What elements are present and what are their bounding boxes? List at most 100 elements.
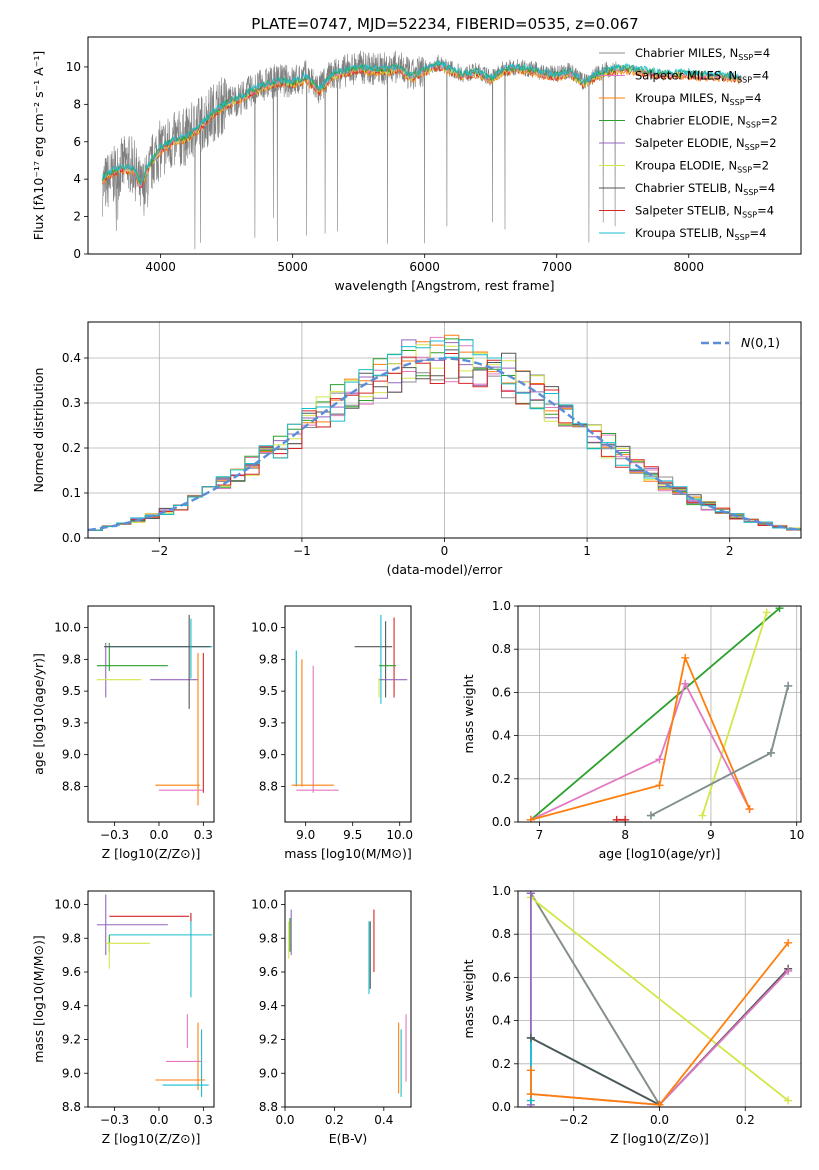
plot-area bbox=[288, 909, 407, 1097]
panel-spectrum: 4000 5000 6000 7000 8000 0 2 4 6 8 10 wavelength [A… bbox=[31, 36, 802, 293]
y-tick-label: 9.3 bbox=[259, 716, 278, 730]
x-tick-label: 5000 bbox=[277, 260, 308, 274]
axes-frame bbox=[517, 605, 802, 823]
weight-point-marker bbox=[745, 805, 754, 814]
x-tick-label: 9.5 bbox=[343, 828, 362, 842]
panel-weight-vs-age: 7 8 9 10 0.0 0.2 0.4 0.6 0.8 1.0 age [log10(age/yr… bbox=[461, 599, 804, 861]
y-tick-label: 9.0 bbox=[62, 748, 81, 762]
x-tick-label: 7000 bbox=[541, 260, 572, 274]
y-axis-label: mass [log10(M/M⊙)] bbox=[31, 935, 46, 1063]
y-tick-label: 0.8 bbox=[492, 927, 511, 941]
y-tick-label: 8.8 bbox=[62, 1100, 81, 1114]
y-tick-label: 6 bbox=[73, 135, 81, 149]
y-tick-label: 0.0 bbox=[492, 1100, 511, 1114]
plot-area bbox=[102, 50, 742, 250]
y-tick-label: 9.0 bbox=[259, 748, 278, 762]
legend-entry: Kroupa ELODIE, NSSP=2 bbox=[635, 159, 769, 175]
weight-point-marker bbox=[766, 748, 775, 757]
y-tick-label: 0.0 bbox=[62, 531, 81, 545]
weight-point-marker bbox=[681, 679, 690, 688]
x-axis-label: wavelength [Angstrom, rest frame] bbox=[334, 278, 554, 293]
y-tick-label: 0.6 bbox=[492, 970, 511, 984]
x-tick-label: 10 bbox=[789, 828, 804, 842]
weight-point-marker bbox=[655, 1100, 664, 1107]
axes-frame bbox=[517, 890, 802, 1108]
y-tick-label: 9.4 bbox=[62, 999, 81, 1013]
y-tick-label: 10.0 bbox=[251, 898, 278, 912]
y-axis-label: mass weight bbox=[461, 674, 476, 753]
x-tick-label: 8 bbox=[621, 828, 629, 842]
x-axis-label: Z [log10(Z/Z⊙)] bbox=[102, 1131, 201, 1146]
y-tick-label: 0.4 bbox=[62, 351, 81, 365]
x-tick-label: 0.2 bbox=[325, 1113, 344, 1127]
x-tick-label: −1 bbox=[293, 544, 311, 558]
legend-entry: Kroupa MILES, NSSP=4 bbox=[635, 91, 761, 107]
y-tick-label: 9.3 bbox=[62, 716, 81, 730]
panel-mass-vs-Z: −0.3 0.0 0.3 8.8 9.0 9.2 9.4 9.6 9.8 10.0 Z [log10… bbox=[31, 890, 215, 1146]
normal-reference-curve bbox=[88, 357, 801, 532]
x-tick-label: 0.4 bbox=[374, 1113, 393, 1127]
weight-point-marker bbox=[655, 755, 664, 764]
y-tick-label: 0.1 bbox=[62, 486, 81, 500]
y-tick-label: 0.4 bbox=[492, 1014, 511, 1028]
x-tick-label: 0.2 bbox=[736, 1113, 755, 1127]
y-tick-label: 8.8 bbox=[62, 779, 81, 793]
x-axis-label: Z [log10(Z/Z⊙)] bbox=[102, 846, 201, 861]
panel-mass-vs-ebv: 0.0 0.2 0.4 8.8 9.0 9.2 9.4 9.6 9.8 10.0 E(B-V) bbox=[251, 890, 412, 1146]
weight-point-marker bbox=[784, 681, 793, 690]
y-tick-label: 0.2 bbox=[492, 772, 511, 786]
weight-series-line bbox=[701, 612, 768, 816]
panel-age-vs-Z: −0.3 0.0 0.3 8.8 9.0 9.3 9.5 9.8 10.0 Z [log10(Z/… bbox=[31, 605, 215, 861]
y-axis-label: mass weight bbox=[461, 959, 476, 1038]
legend-entry: Chabrier ELODIE, NSSP=2 bbox=[635, 114, 778, 130]
y-tick-label: 10.0 bbox=[251, 621, 278, 635]
x-tick-label: 10.0 bbox=[386, 828, 413, 842]
model-spectrum-line bbox=[102, 60, 742, 186]
y-tick-label: 9.8 bbox=[259, 652, 278, 666]
axes-frame bbox=[87, 321, 802, 539]
x-tick-label: 0.3 bbox=[194, 828, 213, 842]
weight-series-line bbox=[530, 607, 781, 821]
data-spectrum-line bbox=[102, 50, 617, 250]
y-tick-label: 1.0 bbox=[492, 884, 511, 898]
y-tick-label: 8.8 bbox=[259, 1100, 278, 1114]
legend-entry: Kroupa STELIB, NSSP=4 bbox=[635, 226, 766, 242]
y-tick-label: 9.8 bbox=[62, 652, 81, 666]
x-axis-label: mass [log10(M/M⊙)] bbox=[284, 846, 412, 861]
y-tick-label: 2 bbox=[73, 210, 81, 224]
axes-frame bbox=[87, 605, 215, 823]
x-axis-label: (data-model)/error bbox=[387, 562, 504, 577]
panel-weight-vs-Z: −0.2 0.0 0.2 0.0 0.2 0.4 0.6 0.8 1.0 Z [log10(Z/Z… bbox=[461, 884, 802, 1146]
weight-point-marker bbox=[762, 608, 771, 617]
legend-entry: Salpeter MILES, NSSP=4 bbox=[635, 69, 769, 85]
y-axis-label: Normed distribution bbox=[31, 368, 46, 493]
axes-frame bbox=[284, 605, 412, 823]
legend-entry: Chabrier MILES, NSSP=4 bbox=[635, 46, 770, 62]
x-tick-label: 0 bbox=[441, 544, 449, 558]
x-tick-label: 0.0 bbox=[650, 1113, 669, 1127]
y-tick-label: 0.2 bbox=[62, 441, 81, 455]
weight-point-marker bbox=[526, 1090, 535, 1099]
weight-point-marker bbox=[526, 1066, 535, 1075]
x-tick-label: 0.0 bbox=[149, 828, 168, 842]
x-axis-label: Z [log10(Z/Z⊙)] bbox=[610, 1131, 709, 1146]
y-tick-label: 10 bbox=[66, 60, 81, 74]
y-tick-label: 9.4 bbox=[259, 999, 278, 1013]
x-axis-label: age [log10(age/yr)] bbox=[599, 846, 721, 861]
y-tick-label: 0 bbox=[73, 247, 81, 261]
weight-point-marker bbox=[681, 653, 690, 662]
legend-entry: Salpeter ELODIE, NSSP=2 bbox=[635, 136, 777, 152]
x-tick-label: 0.0 bbox=[149, 1113, 168, 1127]
x-tick-label: 0.0 bbox=[275, 1113, 294, 1127]
y-tick-label: 4 bbox=[73, 172, 81, 186]
figure-title: PLATE=0747, MJD=52234, FIBERID=0535, z=0… bbox=[251, 15, 638, 33]
panel-age-vs-mass: 9.0 9.5 10.0 8.8 9.0 9.3 9.5 9.8 10.0 mass [log10… bbox=[251, 605, 413, 861]
x-tick-label: −0.3 bbox=[100, 828, 129, 842]
weight-series-line bbox=[530, 896, 789, 1102]
x-tick-label: 7 bbox=[536, 828, 544, 842]
weight-point-marker bbox=[655, 781, 664, 790]
x-tick-label: 9 bbox=[707, 828, 715, 842]
y-tick-label: 9.0 bbox=[62, 1066, 81, 1080]
x-tick-label: 8000 bbox=[673, 260, 704, 274]
y-tick-label: 9.0 bbox=[259, 1066, 278, 1080]
